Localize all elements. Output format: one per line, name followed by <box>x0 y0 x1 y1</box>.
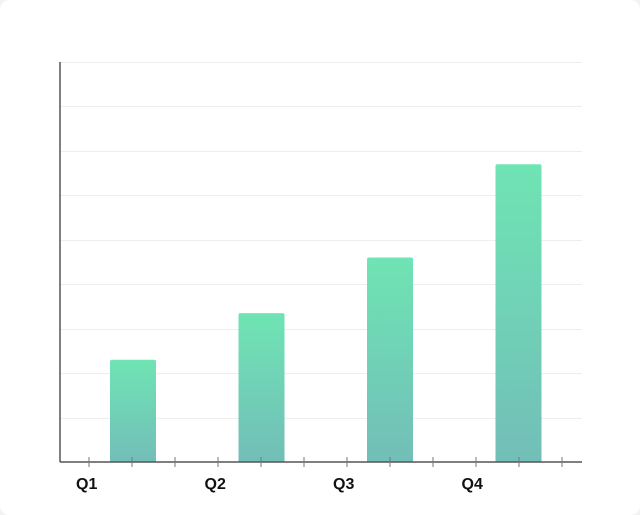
x-tick-label: Q3 <box>333 476 354 493</box>
bar-q1 <box>110 359 156 462</box>
bar-q4 <box>495 164 542 462</box>
axes <box>59 62 582 467</box>
x-tick-label: Q2 <box>205 476 226 493</box>
x-tick-label: Q4 <box>462 476 483 493</box>
bar-q2 <box>238 313 285 462</box>
x-tick-label: Q1 <box>76 476 97 493</box>
bar-q3 <box>367 257 413 462</box>
bars <box>110 164 542 462</box>
x-tick-labels: Q1 Q2 Q3 Q4 <box>76 476 483 493</box>
